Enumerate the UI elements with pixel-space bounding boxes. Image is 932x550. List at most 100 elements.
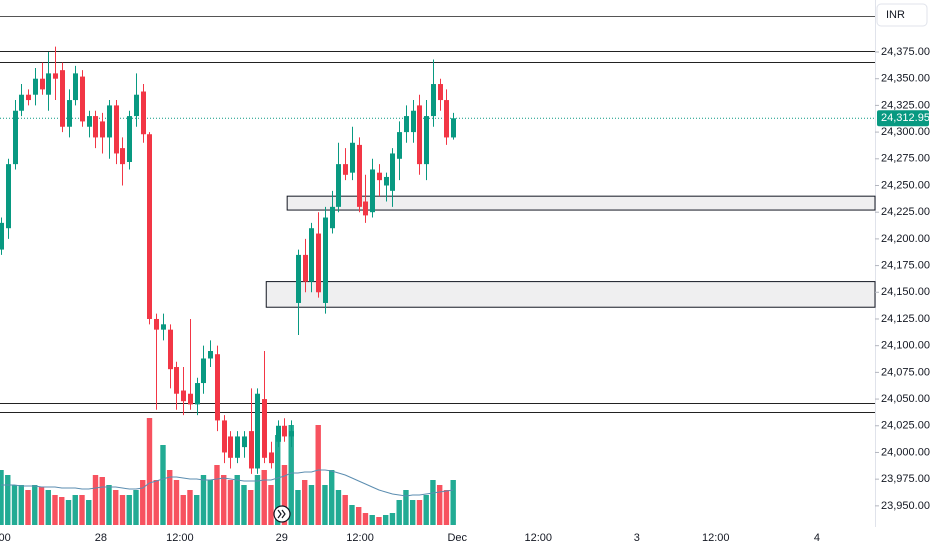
volume-bar [65,500,72,525]
candle-body [161,324,166,330]
candle-body [444,100,449,138]
candle-body [343,164,348,175]
candle-body [222,420,227,453]
go-to-realtime[interactable] [273,505,291,523]
volume-bar [45,490,51,525]
icon-arrows[interactable] [277,509,286,519]
candle-body [289,431,294,437]
volume-bar [254,475,261,525]
y-tick-label: 24,275.00 [881,153,930,165]
volume-bar [11,485,18,525]
volume-bar [342,495,348,525]
y-tick-label: 24,175.00 [881,259,930,271]
volume-bar [52,495,58,525]
candle-body [208,351,213,359]
volume-bar [436,485,443,525]
x-tick-label: 12:00 [346,532,374,544]
y-tick-label: 24,250.00 [881,179,930,191]
icon-circle[interactable] [273,505,291,523]
y-tick-label: 23,975.00 [881,473,930,485]
candle-body [174,367,179,394]
volume-bar [194,495,200,525]
y-tick-label: 24,075.00 [881,366,930,378]
volume-bar [200,475,207,525]
candle-body [107,105,112,138]
volume-bar [0,470,4,525]
volume-bar [416,500,423,525]
candle-body [154,318,159,330]
y-tick-label: 24,025.00 [881,420,930,432]
volume-bar [322,485,328,525]
volume-bar [329,470,335,525]
volume-bar [119,495,126,525]
candle-body [147,134,152,319]
volume-bar [32,485,38,525]
volume-bar [302,480,308,525]
candle-body [93,116,98,138]
candle-body [363,201,368,216]
candle-body [350,142,355,173]
y-tick-label: 24,225.00 [881,206,930,218]
volume-bar [173,480,180,525]
volume-bar [403,490,409,525]
x-tick-label: 12:00 [702,532,730,544]
currency[interactable]: INR [886,9,905,21]
candle-body [276,425,281,442]
y-tick-label: 23,950.00 [881,500,930,512]
candle-body [323,217,328,303]
volume-bar [383,515,389,525]
candle-body [282,425,287,437]
volume-bar [214,465,220,525]
candle-body [60,70,65,127]
currency-box[interactable] [876,3,928,27]
x-tick-label: 4 [814,532,820,544]
candle-body [73,73,78,101]
candle-body [13,110,18,165]
volume-bar [308,485,315,525]
candle-body [438,84,443,101]
volume-bar [126,495,132,525]
candle-body [181,390,186,402]
candle-body [6,164,11,229]
candle-body [33,78,38,95]
candle-body [87,116,92,127]
volume-bar [288,425,294,525]
volume-bar [389,513,396,525]
y-tick-label: 24,150.00 [881,286,930,298]
y-tick-label: 24,375.00 [881,46,930,58]
volume-bar [86,500,92,525]
candle-body [141,91,146,135]
candle-body [431,84,436,117]
candle-body [249,431,254,469]
y-tick-label: 24,125.00 [881,313,930,325]
volume-bar [349,505,355,525]
candle-body [0,222,4,250]
x-tick-label: 28 [95,532,107,544]
volume-bar [180,495,186,525]
candle-body [195,383,200,405]
volume-bar [167,470,173,525]
candle-body [411,110,416,133]
volume-bar [92,475,99,525]
y-tick-label: 24,100.00 [881,340,930,352]
volume-bar [25,490,31,525]
volume-bar [59,497,65,525]
volume-bar [5,475,11,525]
candle-body [451,118,456,138]
y-tick-label: 24,325.00 [881,99,930,111]
volume-bar [450,480,456,525]
candle-body [303,254,308,282]
volume-bar [248,490,254,525]
x-tick-label: 29 [276,532,288,544]
volume-bar [38,487,45,525]
volume-bar [99,477,105,525]
zone [286,195,876,211]
y-tick-label: 24,050.00 [881,393,930,405]
volume-bar [207,480,213,525]
volume-bar [443,490,450,525]
candle-body [370,169,375,213]
candle-body [390,153,395,191]
volume-bar [275,435,281,525]
